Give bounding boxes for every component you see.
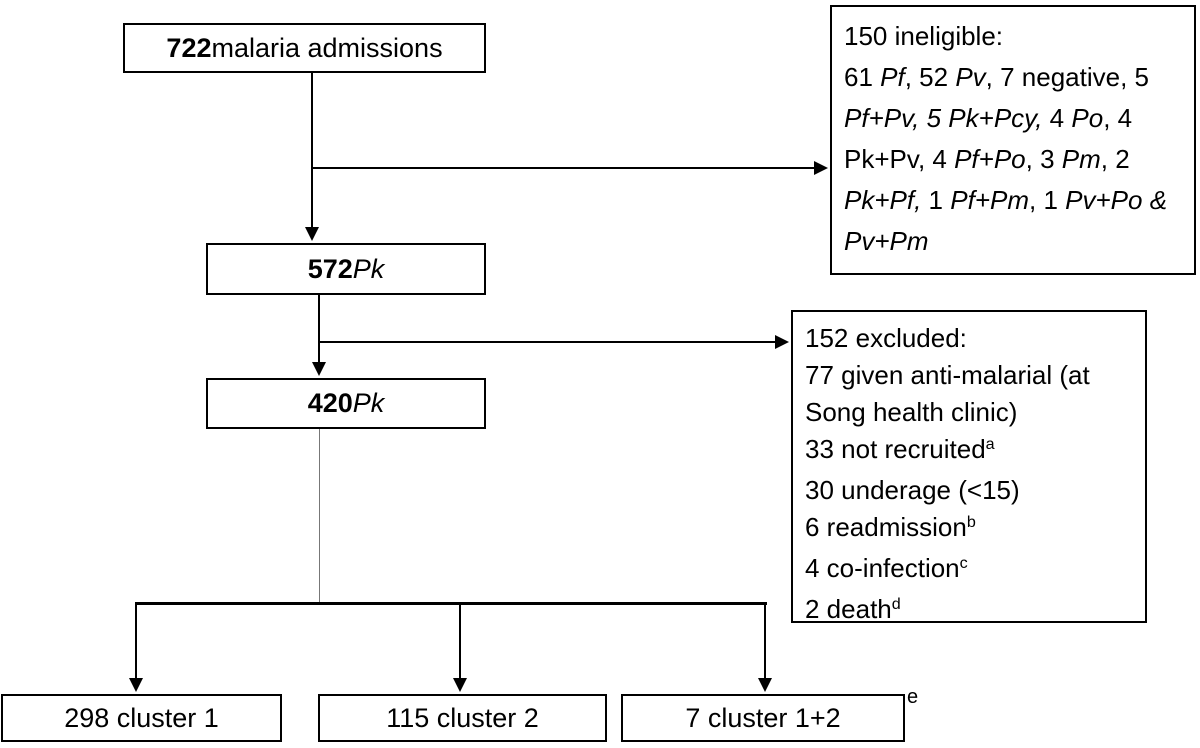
text-line: 77 given anti-malarial (at <box>805 357 1133 394</box>
text-line: 4 co-infectionc <box>805 550 1133 591</box>
text-segment: 33 not recruited <box>805 434 986 464</box>
text-line: Pf+Pv, 5 Pk+Pcy, 4 Po, 4 <box>844 98 1182 139</box>
text-segment: 152 excluded: <box>805 323 967 353</box>
arrowhead-down-icon <box>305 227 319 241</box>
box-malaria-admissions: 722 malaria admissions <box>123 23 486 73</box>
text-segment: c <box>959 554 968 573</box>
box-420-pk: 420 Pk <box>206 378 486 429</box>
text-segment: 150 ineligible: <box>844 21 1004 51</box>
text-line: 30 underage (<15) <box>805 472 1133 509</box>
text-segment: Pk <box>352 253 385 284</box>
box-cluster-2: 115 cluster 2 <box>318 694 607 742</box>
text-segment: Pv+Pm <box>844 226 929 256</box>
arrowhead-down-icon <box>312 362 326 376</box>
text-segment: 2 death <box>805 594 892 624</box>
text-line: 33 not recruiteda <box>805 431 1133 472</box>
text-segment: 115 cluster 2 <box>386 702 539 733</box>
text-segment: Pf <box>880 62 905 92</box>
connector-split-bar <box>135 602 767 605</box>
text-segment: Song health clinic) <box>805 397 1018 427</box>
text-line: 6 readmissionb <box>805 509 1133 550</box>
text-segment: Pk+Pf, <box>844 185 922 215</box>
connector-split-to-cluster-2 <box>459 604 461 678</box>
text-line: 61 Pf, 52 Pv, 7 negative, 5 <box>844 57 1182 98</box>
text-line: 2 deathd <box>805 591 1133 632</box>
text-segment: 1 <box>921 185 951 215</box>
text-segment: Po <box>1071 103 1104 133</box>
text-segment: malaria admissions <box>211 32 443 63</box>
connector-420-to-split <box>319 429 320 602</box>
text-segment: 6 readmission <box>805 512 967 542</box>
box-cluster-1-2: 7 cluster 1+2 <box>621 694 905 742</box>
arrowhead-down-icon <box>129 678 143 692</box>
box-ineligible: 150 ineligible: 61 Pf, 52 Pv, 7 negative,… <box>830 5 1196 275</box>
text-segment: , 4 <box>1103 103 1133 133</box>
arrowhead-down-icon <box>758 678 772 692</box>
arrowhead-down-icon <box>453 678 467 692</box>
box-excluded: 152 excluded: 77 given anti-malarial (at S… <box>791 310 1147 624</box>
text-segment: Pf+Pm <box>950 185 1029 215</box>
arrowhead-right-icon <box>775 335 789 349</box>
text-segment: , 2 <box>1100 144 1130 174</box>
connector-branch-to-ineligible <box>312 167 814 169</box>
text-segment: 298 cluster 1 <box>64 702 219 733</box>
text-line: Song health clinic) <box>805 394 1133 431</box>
text-segment: Pm <box>1061 144 1101 174</box>
arrowhead-right-icon <box>814 161 828 175</box>
box-cluster-1: 298 cluster 1 <box>1 694 282 742</box>
connector-572-to-420 <box>318 295 320 362</box>
text-segment: 572 <box>307 253 353 284</box>
connector-split-to-cluster-1 <box>135 604 137 678</box>
text-segment: 4 <box>1042 103 1072 133</box>
text-line: Pk+Pv, 4 Pf+Po, 3 Pm, 2 <box>844 139 1182 180</box>
text-segment: d <box>891 595 901 614</box>
footnote-e-superscript: e <box>907 686 919 708</box>
connector-admissions-to-572 <box>311 73 313 227</box>
text-line: Pv+Pm <box>844 221 1182 262</box>
text-segment: 77 given anti-malarial (at <box>805 360 1090 390</box>
text-segment: b <box>966 513 976 532</box>
text-segment: , 7 negative, 5 <box>985 62 1150 92</box>
text-segment: 61 <box>844 62 881 92</box>
text-segment: 30 underage (<15) <box>805 475 1020 505</box>
text-segment: 722 <box>166 32 212 63</box>
text-segment: , 52 <box>904 62 956 92</box>
text-segment: Pf+Pv, 5 Pk+Pcy, <box>844 103 1043 133</box>
text-segment: Pk <box>352 388 385 418</box>
connector-branch-to-excluded <box>319 341 775 343</box>
text-segment: , 1 <box>1029 185 1066 215</box>
text-segment: Pk+Pv, 4 <box>844 144 955 174</box>
text-line: 150 ineligible: <box>844 16 1182 57</box>
text-segment: Pv+Po & <box>1065 185 1168 215</box>
text-segment: 4 co-infection <box>805 553 960 583</box>
connector-split-to-cluster-1-2 <box>764 604 766 678</box>
text-segment: 7 cluster 1+2 <box>685 702 841 733</box>
text-line: 152 excluded: <box>805 320 1133 357</box>
text-segment: Pf+Po <box>954 144 1026 174</box>
text-segment: Pv <box>955 62 986 92</box>
box-572-pk: 572 Pk <box>206 243 486 295</box>
text-line: Pk+Pf, 1 Pf+Pm, 1 Pv+Po & <box>844 180 1182 221</box>
text-segment: 420 <box>307 388 353 418</box>
text-segment: a <box>985 435 995 454</box>
text-segment: , 3 <box>1025 144 1062 174</box>
